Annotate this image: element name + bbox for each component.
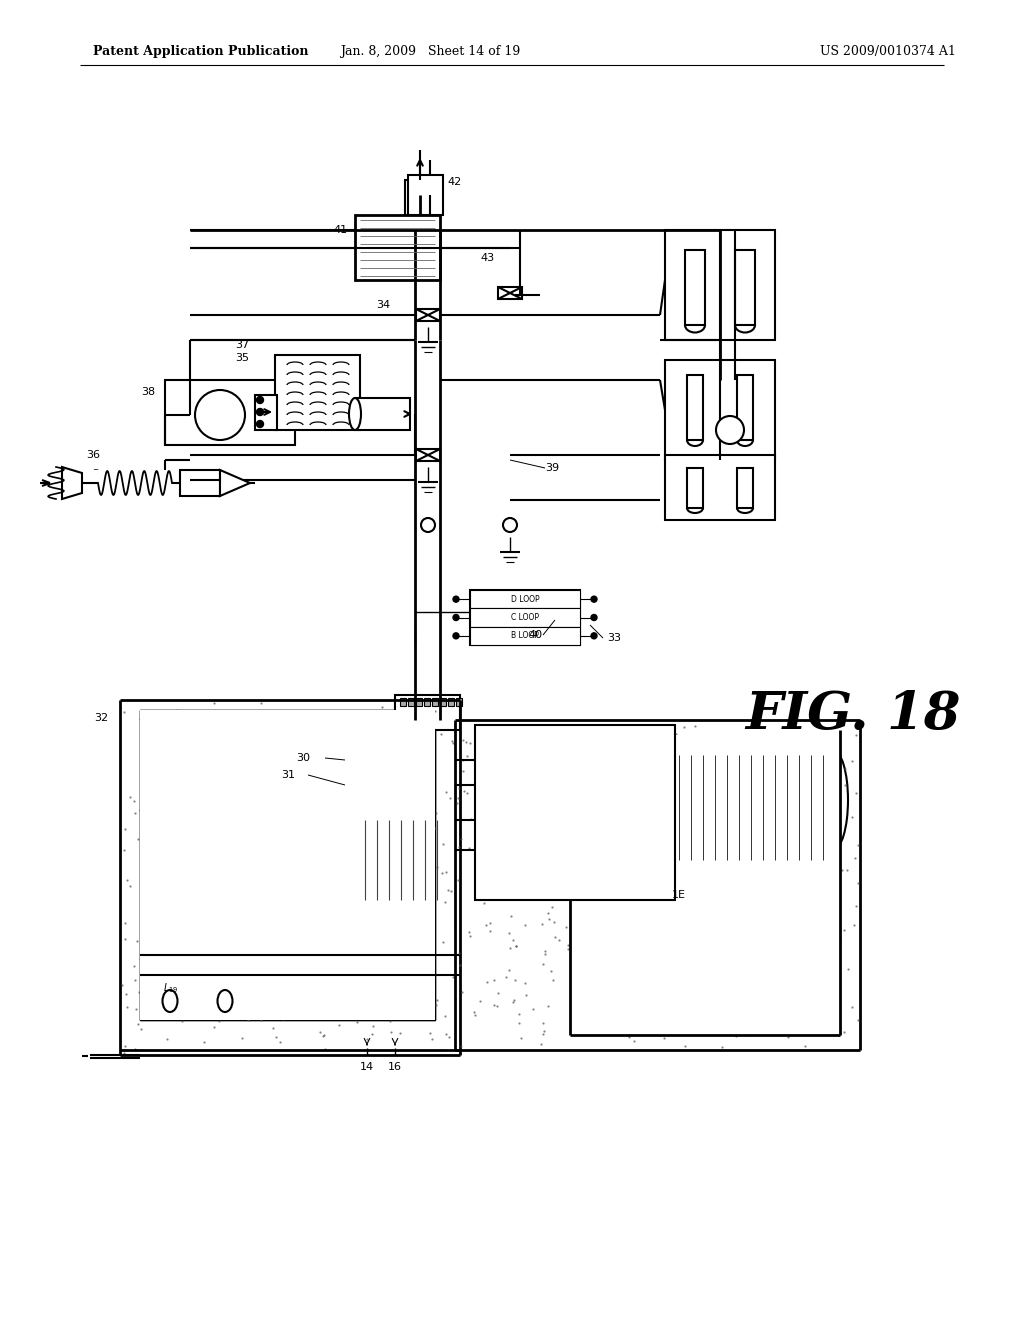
Bar bbox=[737, 375, 753, 440]
Bar bbox=[417, 714, 423, 726]
Text: 35: 35 bbox=[234, 352, 249, 363]
Polygon shape bbox=[62, 467, 82, 499]
Polygon shape bbox=[220, 470, 250, 496]
Circle shape bbox=[421, 517, 435, 532]
Text: M: M bbox=[214, 408, 226, 421]
Bar bbox=[275, 355, 360, 430]
Text: 1E: 1E bbox=[672, 890, 686, 900]
Bar bbox=[395, 696, 460, 730]
Text: C LOOP: C LOOP bbox=[511, 612, 539, 622]
Bar bbox=[687, 469, 703, 508]
Text: ─: ─ bbox=[93, 467, 97, 473]
Bar bbox=[665, 455, 775, 520]
Text: 39: 39 bbox=[545, 463, 559, 473]
Bar bbox=[408, 698, 414, 706]
Text: B LOOP: B LOOP bbox=[511, 631, 539, 640]
Circle shape bbox=[591, 615, 597, 620]
Circle shape bbox=[453, 597, 459, 602]
Circle shape bbox=[503, 517, 517, 532]
Bar bbox=[400, 698, 406, 706]
Bar bbox=[408, 176, 443, 215]
Bar bbox=[406, 180, 435, 215]
Bar bbox=[433, 714, 439, 726]
Bar bbox=[470, 590, 580, 609]
Text: 42: 42 bbox=[447, 177, 461, 187]
Bar bbox=[498, 286, 522, 300]
Text: D LOOP: D LOOP bbox=[511, 595, 540, 603]
Bar bbox=[687, 375, 703, 440]
Circle shape bbox=[195, 389, 245, 440]
Bar bbox=[416, 309, 440, 321]
Text: 37: 37 bbox=[234, 341, 249, 350]
Bar bbox=[180, 470, 220, 496]
Bar bbox=[475, 725, 675, 900]
Ellipse shape bbox=[349, 399, 361, 430]
Bar bbox=[470, 609, 580, 627]
Bar bbox=[255, 395, 278, 430]
Ellipse shape bbox=[217, 990, 232, 1012]
Text: 34: 34 bbox=[376, 300, 390, 310]
Bar bbox=[425, 714, 431, 726]
Bar bbox=[140, 710, 435, 1020]
Circle shape bbox=[716, 416, 744, 444]
Text: 43: 43 bbox=[480, 253, 495, 263]
Circle shape bbox=[256, 396, 263, 404]
Bar bbox=[140, 710, 435, 1020]
Bar bbox=[449, 698, 454, 706]
Text: 14: 14 bbox=[360, 1063, 374, 1072]
Bar bbox=[685, 249, 705, 325]
Text: 31: 31 bbox=[281, 770, 295, 780]
Text: 16: 16 bbox=[388, 1063, 402, 1072]
Bar bbox=[165, 380, 295, 445]
Text: $L_{19}$: $L_{19}$ bbox=[163, 981, 178, 995]
Bar bbox=[440, 698, 446, 706]
Bar bbox=[355, 215, 440, 280]
Bar bbox=[665, 360, 775, 459]
Bar bbox=[432, 698, 438, 706]
Bar bbox=[140, 710, 435, 1020]
Circle shape bbox=[453, 615, 459, 620]
Circle shape bbox=[591, 597, 597, 602]
Bar bbox=[665, 230, 775, 341]
Text: Jan. 8, 2009   Sheet 14 of 19: Jan. 8, 2009 Sheet 14 of 19 bbox=[340, 45, 520, 58]
Bar bbox=[424, 698, 430, 706]
Text: 1: 1 bbox=[73, 478, 80, 488]
Circle shape bbox=[256, 408, 263, 416]
Bar bbox=[170, 990, 225, 1012]
Text: 36: 36 bbox=[86, 450, 100, 459]
Text: US 2009/0010374 A1: US 2009/0010374 A1 bbox=[820, 45, 955, 58]
Ellipse shape bbox=[163, 990, 177, 1012]
Bar bbox=[737, 469, 753, 508]
Bar bbox=[355, 399, 410, 430]
Circle shape bbox=[591, 632, 597, 639]
Text: 41: 41 bbox=[334, 224, 348, 235]
Bar bbox=[416, 449, 440, 461]
Bar bbox=[570, 735, 840, 1035]
Text: Patent Application Publication: Patent Application Publication bbox=[93, 45, 308, 58]
Text: 40: 40 bbox=[528, 630, 543, 640]
Bar bbox=[470, 627, 580, 645]
Text: 38: 38 bbox=[141, 387, 155, 397]
Text: FIG. 18: FIG. 18 bbox=[745, 689, 961, 741]
Bar bbox=[345, 730, 435, 814]
Circle shape bbox=[453, 632, 459, 639]
Bar bbox=[456, 698, 462, 706]
Circle shape bbox=[256, 421, 263, 428]
Text: 30: 30 bbox=[296, 752, 310, 763]
Bar bbox=[470, 590, 580, 645]
Text: 32: 32 bbox=[94, 713, 108, 723]
Bar bbox=[416, 698, 422, 706]
Text: 33: 33 bbox=[607, 634, 621, 643]
Bar bbox=[735, 249, 755, 325]
